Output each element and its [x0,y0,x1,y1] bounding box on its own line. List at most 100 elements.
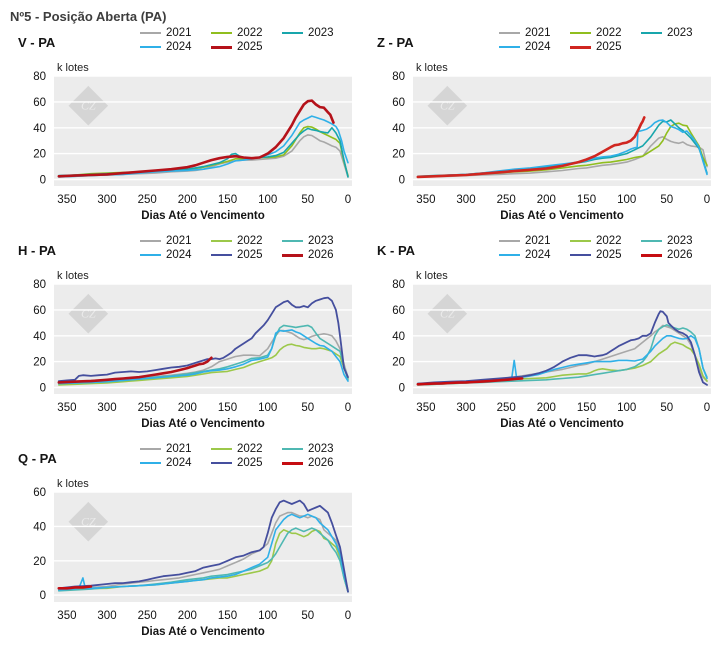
legend-label: 2022 [237,27,263,39]
legend-line-swatch [282,461,303,465]
page-title: Nº5 - Posição Aberta (PA) [10,9,167,24]
series-line-2025 [57,499,349,593]
x-tick-label: 300 [97,194,116,206]
x-tick-label: 150 [577,194,596,206]
legend-label: 2025 [596,41,622,53]
line-chart-z: CZ 0 20 40 60 80 350 300 250 200 150 100 50 0 k lotes D… [392,62,711,222]
series-line-2022 [57,343,349,386]
legend-item-2025: 2025 [570,249,641,261]
x-axis-title: Dias Até o Vencimento [141,210,265,222]
legend-label: 2023 [308,443,334,455]
legend-label: 2025 [237,41,263,53]
legend: 2021 2022 2023 2024 2025 2026 [499,235,712,268]
legend: 2021 2022 2023 2024 2025 2026 [140,443,353,476]
y-tick-label: 20 [33,149,46,161]
legend-label: 2024 [166,249,192,261]
x-tick-label: 200 [537,194,556,206]
legend-label: 2025 [596,249,622,261]
legend-line-swatch [140,32,161,34]
legend-line-swatch [282,448,303,450]
x-axis-title: Dias Até o Vencimento [500,210,624,222]
watermark-monogram: CZ [81,515,96,529]
legend-line-swatch [140,254,161,256]
legend-item-2023: 2023 [641,27,712,39]
legend-line-swatch [570,240,591,242]
legend-line-swatch [499,254,520,256]
watermark-monogram: CZ [81,99,96,113]
y-tick-label: 40 [392,123,405,135]
panel-head: Z - PA 2021 2022 2023 2024 2025 [367,22,718,60]
legend-label: 2023 [667,235,693,247]
series-line-2025 [416,310,708,386]
legend-line-swatch [211,32,232,34]
x-axis-title: Dias Até o Vencimento [141,418,265,430]
legend-label: 2024 [166,41,192,53]
legend-line-swatch [499,46,520,48]
series-line-2023 [416,323,708,386]
legend-line-swatch [211,45,232,49]
panel-head: K - PA 2021 2022 2023 2024 2025 2026 [367,230,718,268]
x-tick-label: 100 [617,194,636,206]
legend-item-2022: 2022 [211,27,282,39]
x-tick-label: 100 [258,610,277,622]
line-chart-q: CZ 0 20 40 60 350 300 250 200 150 100 50 0 k lotes Dia… [33,478,352,638]
x-tick-label: 150 [218,610,237,622]
legend-line-swatch [140,240,161,242]
line-chart-v: CZ 0 20 40 60 80 350 300 250 200 150 100 50 0 k lotes D… [33,62,352,222]
legend-item-2022: 2022 [211,235,282,247]
chart-title: Q - PA [18,451,57,466]
y-tick-label: 80 [33,279,46,291]
x-tick-label: 350 [57,610,76,622]
legend-label: 2022 [596,27,622,39]
y-tick-label: 60 [392,305,405,317]
legend-label: 2025 [237,457,263,469]
legend-line-swatch [140,448,161,450]
series-line-2024 [416,119,708,178]
chart-panel-q: Q - PA 2021 2022 2023 2024 2025 2026 CZ 0 20 40 6… [0,438,359,646]
y-tick-label: 20 [392,357,405,369]
y-tick-label: 0 [40,590,46,602]
legend-item-2023: 2023 [282,235,353,247]
legend-label: 2023 [308,27,334,39]
legend-line-swatch [211,254,232,256]
x-tick-label: 300 [97,610,116,622]
y-tick-label: 20 [33,556,46,568]
legend-item-2023: 2023 [641,235,712,247]
legend-line-swatch [282,240,303,242]
series-line-2023 [57,527,349,593]
legend-item-2024: 2024 [140,249,211,261]
legend-label: 2022 [237,443,263,455]
legend-line-swatch [570,32,591,34]
legend-label: 2024 [166,457,192,469]
legend-line-swatch [570,45,591,49]
x-tick-label: 200 [178,610,197,622]
legend-item-2023: 2023 [282,27,353,39]
y-tick-label: 40 [33,331,46,343]
legend-item-2021: 2021 [140,235,211,247]
legend-line-swatch [499,32,520,34]
legend-line-swatch [282,253,303,257]
legend-item-2024: 2024 [499,249,570,261]
legend-label: 2023 [667,27,693,39]
legend-label: 2023 [308,235,334,247]
chart-title: Z - PA [377,35,414,50]
y-tick-label: 20 [33,357,46,369]
series-line-2024 [57,329,349,385]
x-tick-label: 100 [617,402,636,414]
y-axis-unit-label: k lotes [57,62,89,74]
x-tick-label: 50 [660,194,673,206]
series-line-2026 [57,585,93,590]
legend-item-2025: 2025 [211,249,282,261]
legend-line-swatch [211,240,232,242]
legend-label: 2025 [237,249,263,261]
y-tick-label: 40 [33,521,46,533]
x-tick-label: 0 [345,402,351,414]
y-tick-label: 0 [40,175,46,187]
y-tick-label: 0 [399,383,405,395]
series-line-2021 [57,134,349,178]
line-chart-k: CZ 0 20 40 60 80 350 300 250 200 150 100 50 0 k lotes D… [392,270,711,430]
legend-item-2025: 2025 [570,41,641,53]
legend-line-swatch [570,254,591,256]
y-axis-unit-label: k lotes [57,270,89,282]
y-tick-label: 0 [40,383,46,395]
